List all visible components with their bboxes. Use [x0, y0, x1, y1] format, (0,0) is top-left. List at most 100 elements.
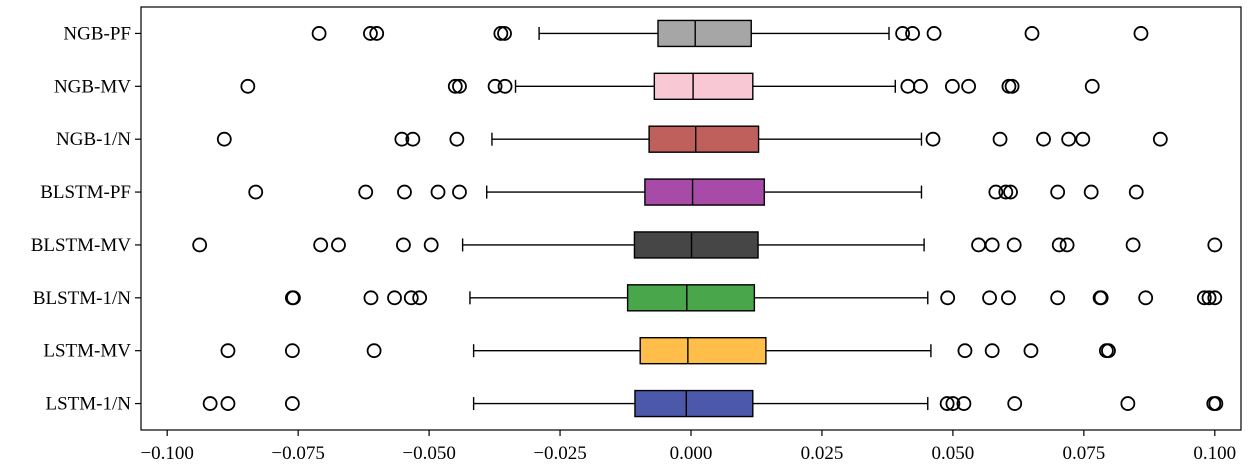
outlier-point — [1128, 184, 1144, 200]
outlier-point — [430, 184, 446, 200]
outlier-point — [1003, 184, 1018, 200]
iqr-box — [657, 19, 752, 48]
category-label: LSTM-MV — [43, 341, 131, 362]
outlier-point — [497, 78, 513, 94]
outlier-point — [961, 78, 977, 94]
outlier-point — [984, 343, 1000, 359]
outlier-point — [982, 290, 997, 306]
outlier-point — [447, 78, 463, 94]
outlier-point — [397, 184, 412, 200]
outlier-point — [971, 237, 986, 253]
outlier-point — [331, 237, 346, 253]
iqr-box — [644, 178, 766, 206]
category-label: BLSTM-MV — [31, 235, 132, 256]
outlier-point — [1125, 237, 1141, 253]
outlier-point — [1051, 237, 1067, 253]
outlier-point — [1101, 343, 1116, 359]
category-label: NGB-1/N — [56, 129, 131, 150]
outlier-point — [939, 396, 955, 411]
outlier-point — [286, 290, 301, 306]
outlier-point — [1050, 184, 1066, 200]
outlier-point — [366, 343, 382, 359]
outlier-point — [216, 131, 232, 147]
outlier-point — [394, 131, 410, 147]
outlier-point — [369, 26, 385, 41]
outlier-point — [220, 343, 236, 359]
outlier-point — [1050, 290, 1066, 306]
x-tick-label: 0.075 — [1062, 443, 1105, 464]
outlier-point — [1006, 237, 1022, 253]
category-label: NGB-MV — [54, 76, 131, 97]
outlier-point — [944, 78, 960, 94]
outlier-point — [988, 184, 1004, 200]
outlier-point — [311, 26, 327, 41]
iqr-box — [639, 336, 767, 365]
outlier-point — [202, 396, 218, 411]
outlier-point — [1152, 131, 1168, 147]
outlier-point — [284, 396, 300, 411]
outlier-point — [956, 396, 972, 411]
outlier-point — [1208, 396, 1224, 411]
outlier-point — [1075, 131, 1091, 147]
iqr-box — [626, 284, 756, 312]
iqr-box — [653, 72, 754, 101]
outlier-point — [1207, 290, 1223, 306]
outlier-point — [1207, 237, 1223, 253]
outlier-point — [1120, 396, 1136, 411]
x-tick-label: 0.100 — [1193, 443, 1236, 464]
outlier-point — [984, 237, 1000, 253]
plot-area: −0.100 −0.075 −0.050 −0.025 0.000 0.025 0.050 0… — [31, 6, 1242, 464]
outlier-point — [449, 131, 465, 147]
outlier-point — [1004, 78, 1020, 94]
outlier-point — [396, 237, 411, 253]
outlier-point — [895, 26, 911, 41]
x-tick-label: −0.025 — [533, 443, 586, 464]
x-tick-label: −0.050 — [402, 443, 455, 464]
outlier-point — [945, 396, 961, 411]
outlier-point — [1059, 237, 1075, 253]
outlier-point — [1201, 290, 1217, 306]
outlier-point — [1133, 26, 1149, 41]
outlier-point — [363, 290, 379, 306]
outlier-point — [1001, 290, 1016, 306]
x-tick-label: 0.050 — [932, 443, 975, 464]
outlier-point — [220, 396, 236, 411]
outlier-point — [1061, 131, 1077, 147]
iqr-box — [648, 125, 760, 153]
outlier-point — [358, 184, 374, 200]
outlier-point — [387, 290, 402, 306]
outlier-point — [248, 184, 264, 200]
x-tick-label: 0.000 — [670, 443, 713, 464]
outlier-point — [957, 343, 973, 359]
outlier-point — [363, 26, 378, 41]
outlier-point — [1093, 290, 1109, 306]
axes-frame — [140, 6, 1242, 431]
outlier-point — [1196, 290, 1212, 306]
x-tick-label: −0.075 — [271, 443, 324, 464]
outlier-point — [1083, 184, 1099, 200]
outlier-point — [487, 78, 503, 94]
category-label: BLSTM-PF — [40, 182, 131, 203]
outlier-point — [998, 184, 1014, 200]
outlier-point — [1001, 78, 1017, 94]
outlier-point — [913, 78, 928, 94]
outlier-point — [1023, 343, 1039, 359]
outlier-point — [1036, 131, 1051, 147]
outlier-point — [403, 290, 419, 306]
outlier-point — [1138, 290, 1154, 306]
category-label: NGB-PF — [63, 23, 131, 44]
outlier-point — [925, 131, 941, 147]
outlier-point — [284, 343, 300, 359]
outlier-point — [497, 26, 512, 41]
outlier-point — [423, 237, 439, 253]
iqr-box — [634, 389, 754, 418]
category-label: BLSTM-1/N — [33, 288, 131, 309]
outlier-point — [1007, 396, 1023, 411]
iqr-box — [633, 231, 759, 259]
outlier-point — [905, 26, 920, 41]
outlier-point — [452, 184, 467, 200]
outlier-point — [240, 78, 256, 94]
outlier-point — [1084, 78, 1100, 94]
outlier-point — [405, 131, 421, 147]
